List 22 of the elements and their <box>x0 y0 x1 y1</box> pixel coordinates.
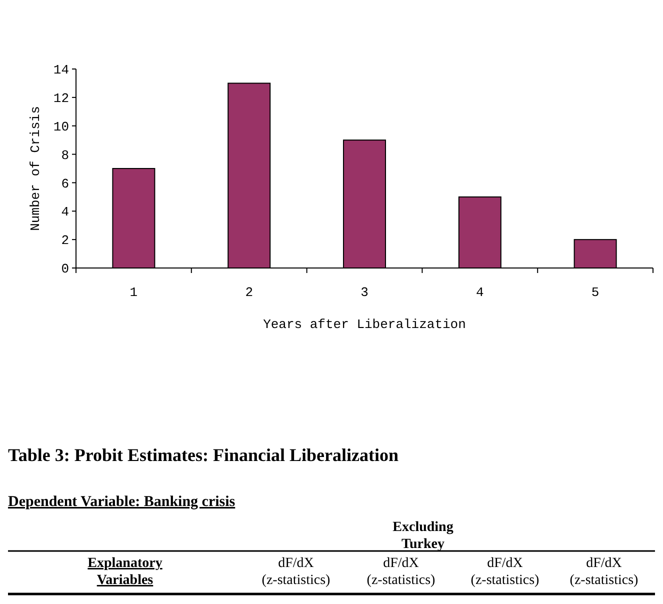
x-tick-label: 5 <box>591 285 600 300</box>
x-axis-title: Years after Liberalization <box>263 317 466 332</box>
text: dF/dX (z-statistics) <box>262 556 331 588</box>
x-tick-label: 3 <box>360 285 368 300</box>
text: dF/dX (z-statistics) <box>470 556 540 588</box>
y-tick-label: 6 <box>61 176 69 192</box>
y-tick-label: 12 <box>53 90 69 106</box>
x-tick-label: 2 <box>245 285 254 300</box>
caption: Table 3: Probit Estimates: Financial Liberalization <box>8 445 398 465</box>
y-tick-label: 0 <box>61 262 69 277</box>
y-tick-label: 10 <box>53 119 69 134</box>
text: dF/dX (z-statistics) <box>570 556 639 588</box>
x-tick-label: 4 <box>476 285 484 300</box>
x-tick-label: 1 <box>130 285 138 300</box>
y-axis-title: Number of Crisis <box>28 106 43 231</box>
text: Dependent Variable: Banking crisis <box>8 494 236 510</box>
y-tick-label: 14 <box>53 62 70 78</box>
y-tick-label: 4 <box>61 204 70 220</box>
text: dF/dX (z-statistics) <box>366 556 436 588</box>
y-tick-label: 8 <box>61 148 69 163</box>
text: Explanatory Variables <box>88 556 162 588</box>
y-tick-label: 2 <box>61 233 69 248</box>
